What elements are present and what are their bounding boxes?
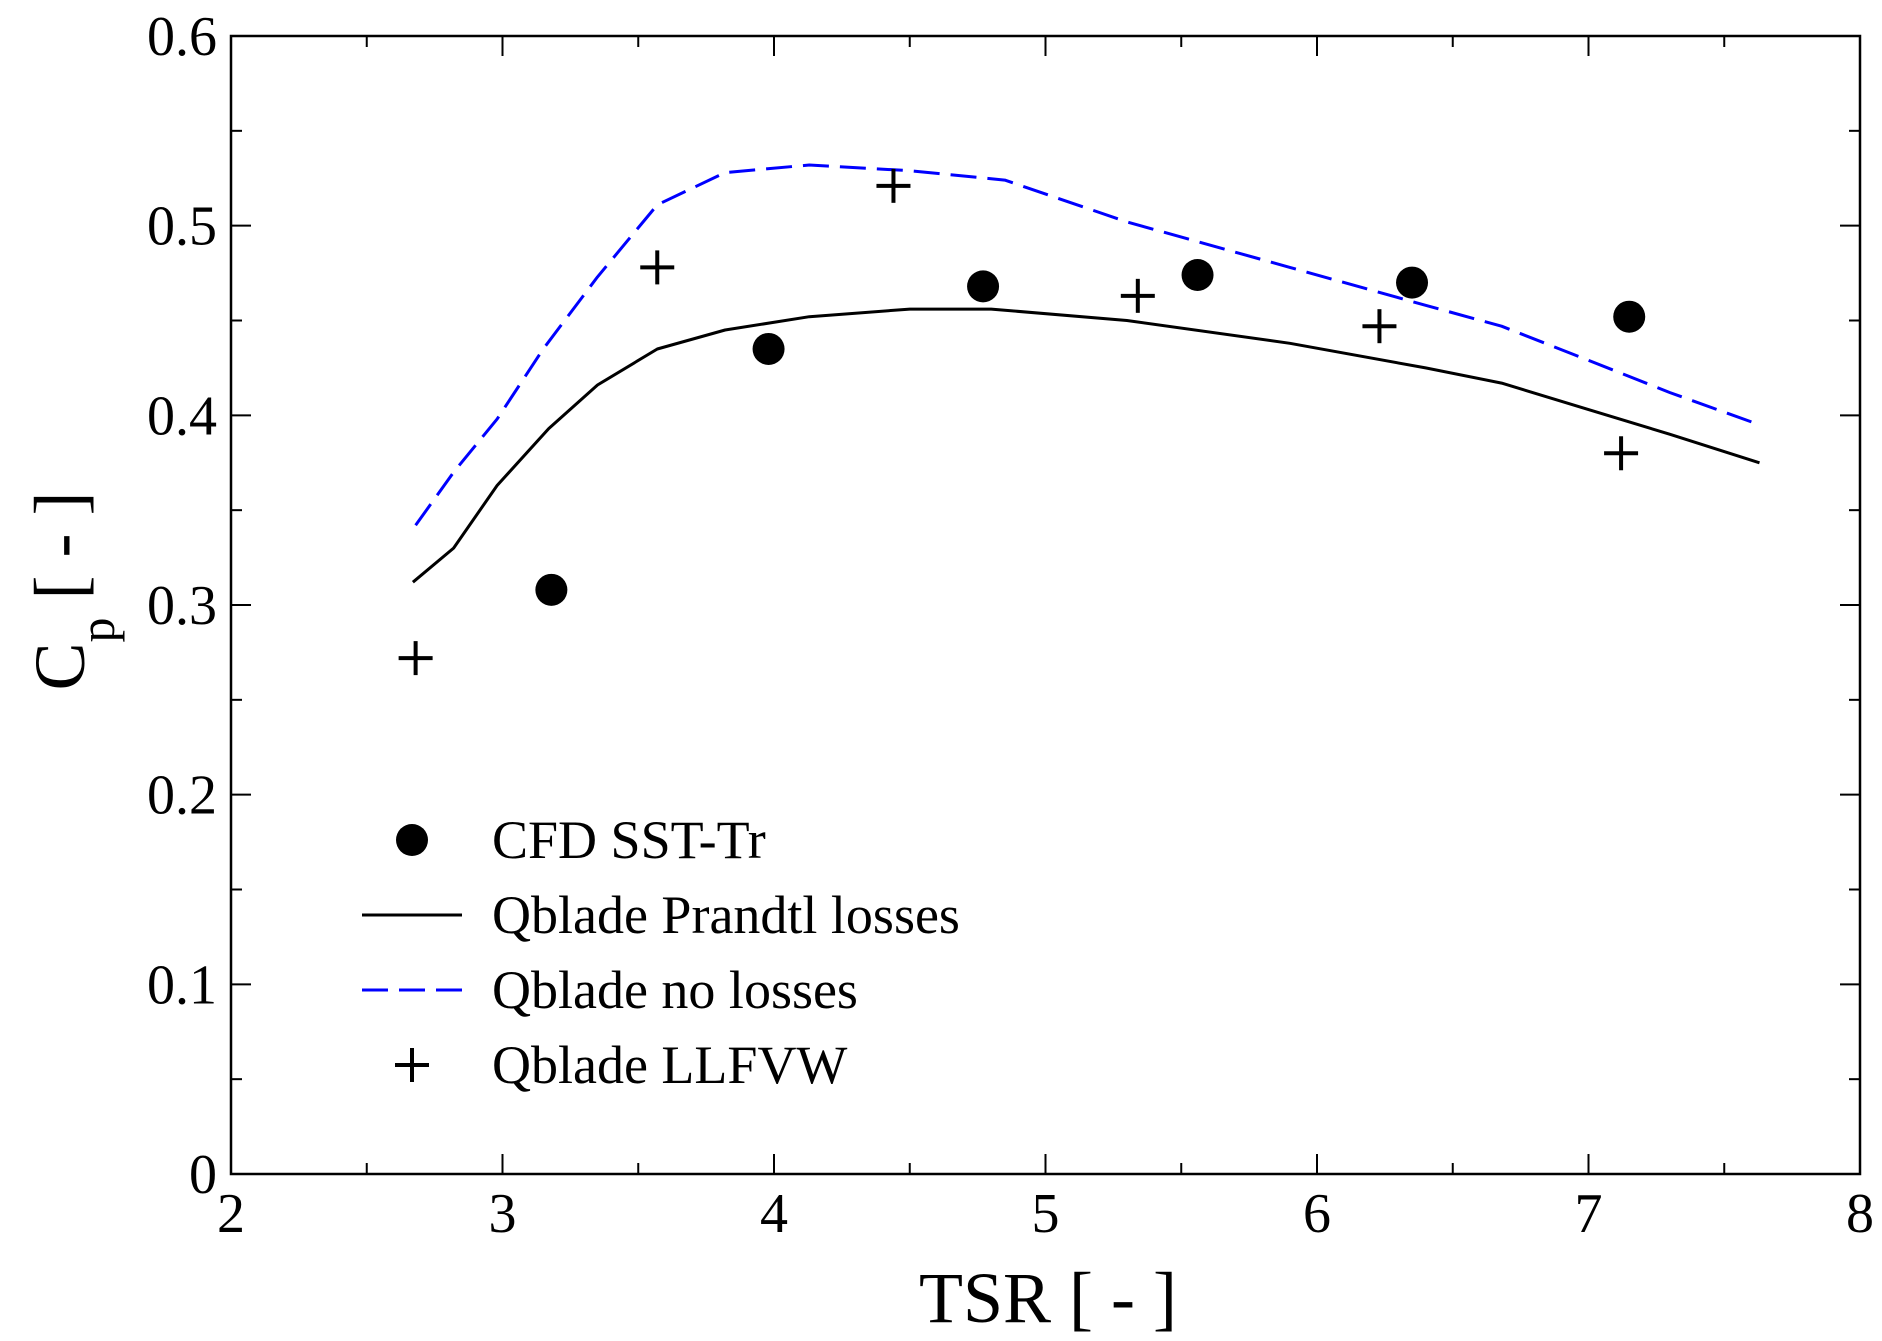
data-point-qblade-llfvw [1604, 436, 1639, 471]
data-point-cfd-sst-tr [967, 270, 1000, 303]
y-axis-title-unit: [ - ] [20, 492, 100, 618]
axis-ticks [230, 35, 1861, 1175]
y-axis-title-subscript: p [69, 617, 125, 642]
legend-item-cfd-sst-tr: CFD SST-Tr [396, 810, 766, 870]
y-tick-label: 0.1 [147, 954, 217, 1016]
data-point-qblade-llfvw [398, 641, 433, 676]
legend-item-qblade-llfvw: Qblade LLFVW [395, 1035, 847, 1095]
y-tick-label: 0.6 [147, 6, 217, 68]
y-tick-label: 0.2 [147, 765, 217, 827]
x-tick-label: 7 [1575, 1183, 1603, 1245]
data-point-cfd-sst-tr [752, 332, 785, 365]
legend: CFD SST-Tr Qblade Prandtl losses Qblade no… [362, 810, 960, 1095]
legend-label-cfd-sst-tr: CFD SST-Tr [492, 810, 766, 870]
plot-area [229, 34, 1862, 1176]
data-point-qblade-llfvw [1120, 278, 1155, 313]
legend-label-qblade-llfvw: Qblade LLFVW [492, 1035, 847, 1095]
series-line-qblade-prandtl-losses [411, 307, 1760, 584]
data-point-cfd-sst-tr [1396, 266, 1429, 299]
x-tick-label: 2 [217, 1183, 245, 1245]
x-axis-title: TSR [ - ] [919, 1258, 1177, 1338]
y-tick-label: 0.3 [147, 575, 217, 637]
legend-item-qblade-prandtl-losses: Qblade Prandtl losses [362, 885, 960, 945]
x-tick-label: 3 [489, 1183, 517, 1245]
data-point-qblade-llfvw [640, 250, 675, 285]
y-tick-label: 0.4 [147, 385, 217, 447]
data-point-cfd-sst-tr [1613, 300, 1646, 333]
axis-tick-labels: 2 3 4 5 6 7 8 0 0.1 0.2 0.3 0.4 0.5 0.6 [147, 6, 1874, 1245]
data-point-cfd-sst-tr [535, 573, 568, 606]
plot-frame [229, 34, 1862, 1176]
x-tick-label: 5 [1032, 1183, 1060, 1245]
x-tick-label: 4 [760, 1183, 788, 1245]
data-point-qblade-llfvw [876, 168, 911, 203]
legend-item-qblade-no-losses: Qblade no losses [362, 960, 858, 1020]
data-series [398, 163, 1761, 676]
y-axis-title-main: C [20, 642, 100, 690]
y-axis-title: Cp [ - ] [20, 492, 125, 691]
data-point-cfd-sst-tr [1181, 258, 1214, 291]
y-tick-label: 0.5 [147, 196, 217, 258]
y-tick-label: 0 [189, 1144, 217, 1206]
legend-label-qblade-no-losses: Qblade no losses [492, 960, 858, 1020]
x-tick-label: 8 [1846, 1183, 1874, 1245]
legend-label-qblade-prandtl-losses: Qblade Prandtl losses [492, 885, 960, 945]
data-point-qblade-llfvw [1362, 309, 1397, 344]
series-line-qblade-no-losses [414, 163, 1761, 527]
legend-swatch-qblade-llfvw [395, 1048, 429, 1082]
x-tick-label: 6 [1303, 1183, 1331, 1245]
legend-swatch-cfd-sst-tr [396, 824, 428, 856]
